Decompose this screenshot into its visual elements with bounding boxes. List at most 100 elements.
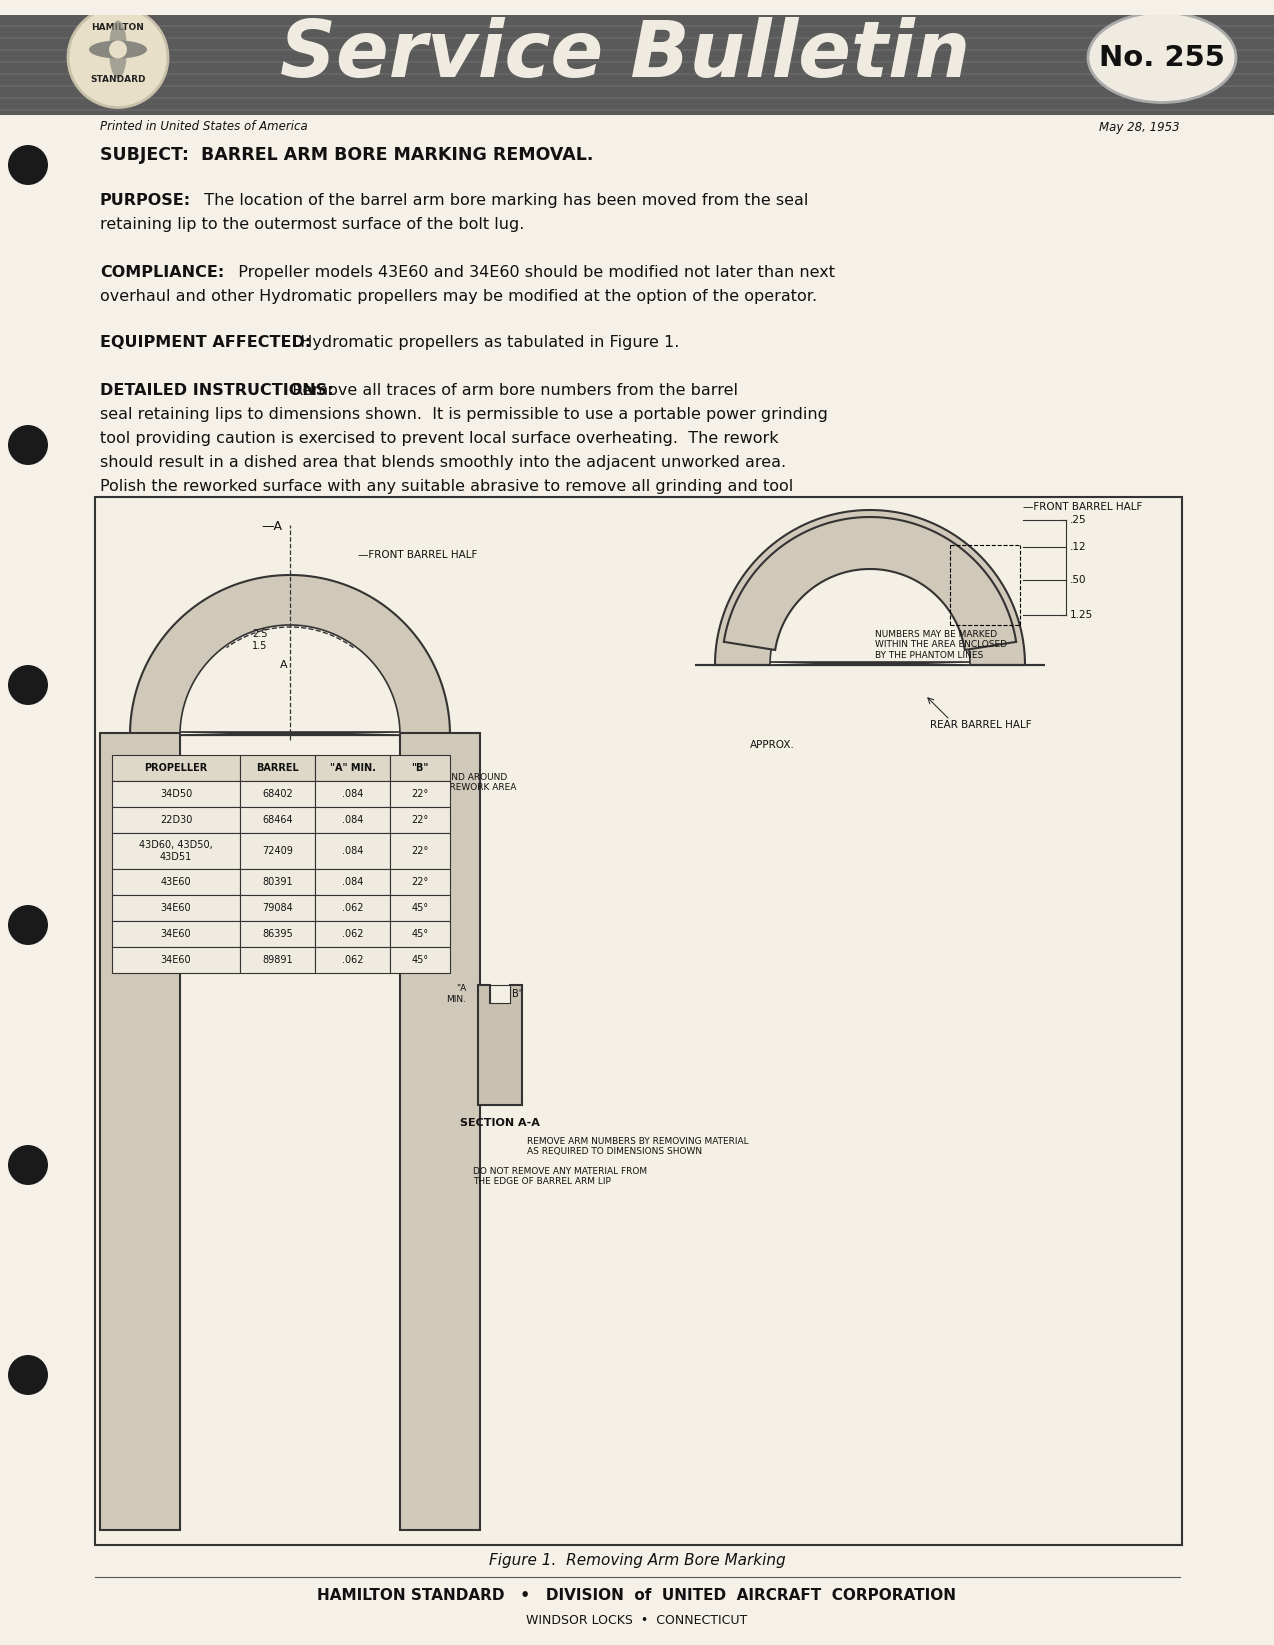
Text: Figure 1.  Removing Arm Bore Marking: Figure 1. Removing Arm Bore Marking: [489, 1553, 785, 1568]
Polygon shape: [240, 869, 315, 895]
Polygon shape: [478, 985, 522, 1105]
Polygon shape: [180, 625, 400, 735]
Polygon shape: [315, 869, 390, 895]
Circle shape: [110, 41, 127, 59]
Text: PURPOSE:: PURPOSE:: [99, 192, 191, 207]
Text: "A
MIN.: "A MIN.: [446, 984, 466, 1003]
Polygon shape: [112, 808, 240, 832]
Text: 2.5
1.5: 2.5 1.5: [252, 628, 268, 651]
Text: 22°: 22°: [412, 790, 428, 799]
Polygon shape: [390, 869, 450, 895]
Polygon shape: [390, 781, 450, 808]
Polygon shape: [99, 576, 480, 735]
Polygon shape: [0, 0, 1274, 115]
Text: REMOVE ARM NUMBERS BY REMOVING MATERIAL
AS REQUIRED TO DIMENSIONS SHOWN: REMOVE ARM NUMBERS BY REMOVING MATERIAL …: [527, 1137, 749, 1156]
Polygon shape: [240, 895, 315, 921]
Text: 1.25: 1.25: [1070, 610, 1093, 620]
Text: Propeller models 43E60 and 34E60 should be modified not later than next: Propeller models 43E60 and 34E60 should …: [228, 265, 834, 280]
Polygon shape: [99, 734, 180, 1530]
Circle shape: [8, 905, 48, 944]
Polygon shape: [390, 755, 450, 781]
Circle shape: [68, 8, 168, 107]
Text: 22°: 22°: [412, 877, 428, 887]
Ellipse shape: [89, 41, 147, 59]
Text: 22D30: 22D30: [159, 814, 192, 826]
Circle shape: [8, 424, 48, 466]
Polygon shape: [390, 895, 450, 921]
Text: —FRONT BARREL HALF: —FRONT BARREL HALF: [358, 549, 478, 559]
Text: Remove all traces of arm bore numbers from the barrel: Remove all traces of arm bore numbers fr…: [282, 383, 738, 398]
Text: EQUIPMENT AFFECTED:: EQUIPMENT AFFECTED:: [99, 336, 311, 350]
Text: NUMBERS MAY BE MARKED
WITHIN THE AREA ENCLOSED
BY THE PHANTOM LINES: NUMBERS MAY BE MARKED WITHIN THE AREA EN…: [875, 630, 1006, 660]
Text: SECTION A-A: SECTION A-A: [460, 1119, 540, 1128]
Text: The location of the barrel arm bore marking has been moved from the seal: The location of the barrel arm bore mark…: [194, 192, 809, 207]
Text: HAMILTON: HAMILTON: [92, 23, 144, 31]
Text: 72409: 72409: [262, 846, 293, 855]
Text: "A" MIN.: "A" MIN.: [330, 763, 376, 773]
Text: —FRONT BARREL HALF: —FRONT BARREL HALF: [1023, 502, 1143, 512]
Circle shape: [8, 145, 48, 184]
Text: A: A: [280, 660, 288, 670]
Text: .084: .084: [341, 846, 363, 855]
Polygon shape: [240, 832, 315, 869]
Text: 34D50: 34D50: [159, 790, 192, 799]
Text: 22°: 22°: [412, 814, 428, 826]
Text: WINDSOR LOCKS  •  CONNECTICUT: WINDSOR LOCKS • CONNECTICUT: [526, 1614, 748, 1627]
Text: .084: .084: [341, 877, 363, 887]
Polygon shape: [240, 921, 315, 948]
Text: 34E60: 34E60: [161, 956, 191, 966]
Polygon shape: [240, 808, 315, 832]
Text: .084: .084: [341, 814, 363, 826]
Text: .062: .062: [341, 929, 363, 939]
Polygon shape: [0, 0, 1274, 15]
Text: 45°: 45°: [412, 956, 428, 966]
Text: .062: .062: [341, 903, 363, 913]
Text: Hydromatic propellers as tabulated in Figure 1.: Hydromatic propellers as tabulated in Fi…: [290, 336, 679, 350]
Text: tool providing caution is exercised to prevent local surface overheating.  The r: tool providing caution is exercised to p…: [99, 431, 778, 446]
Polygon shape: [390, 921, 450, 948]
Polygon shape: [724, 517, 1017, 650]
Circle shape: [8, 1355, 48, 1395]
Text: retaining lip to the outermost surface of the bolt lug.: retaining lip to the outermost surface o…: [99, 217, 525, 232]
Text: BARREL: BARREL: [256, 763, 299, 773]
Polygon shape: [400, 734, 480, 1530]
Polygon shape: [315, 781, 390, 808]
Circle shape: [8, 665, 48, 706]
Text: should result in a dished area that blends smoothly into the adjacent unworked a: should result in a dished area that blen…: [99, 456, 786, 470]
Polygon shape: [769, 564, 970, 665]
Polygon shape: [240, 948, 315, 972]
Text: HAMILTON STANDARD   •   DIVISION  of  UNITED  AIRCRAFT  CORPORATION: HAMILTON STANDARD • DIVISION of UNITED A…: [317, 1587, 957, 1602]
Text: "B": "B": [412, 763, 428, 773]
Text: 22°: 22°: [412, 846, 428, 855]
Polygon shape: [315, 895, 390, 921]
Text: SMOOTH BLEND AROUND
PERIPHERY OF REWORK AREA: SMOOTH BLEND AROUND PERIPHERY OF REWORK …: [383, 773, 517, 793]
Polygon shape: [490, 985, 510, 1003]
Text: 79084: 79084: [262, 903, 293, 913]
Text: STANDARD: STANDARD: [90, 76, 145, 84]
Polygon shape: [112, 755, 240, 781]
Text: 34E60: 34E60: [161, 929, 191, 939]
Text: 45°: 45°: [412, 903, 428, 913]
Text: .062: .062: [341, 956, 363, 966]
Text: 34E60: 34E60: [161, 903, 191, 913]
Polygon shape: [112, 948, 240, 972]
Polygon shape: [112, 781, 240, 808]
Text: APPROX.: APPROX.: [750, 740, 795, 750]
Text: 80391: 80391: [262, 877, 293, 887]
Text: 86395: 86395: [262, 929, 293, 939]
Text: .12: .12: [1070, 541, 1087, 553]
Text: overhaul and other Hydromatic propellers may be modified at the option of the op: overhaul and other Hydromatic propellers…: [99, 290, 817, 304]
Polygon shape: [390, 832, 450, 869]
Polygon shape: [240, 781, 315, 808]
Polygon shape: [240, 755, 315, 781]
Polygon shape: [112, 869, 240, 895]
Text: No. 255: No. 255: [1099, 43, 1224, 71]
Polygon shape: [112, 921, 240, 948]
Text: .50: .50: [1070, 576, 1087, 586]
Polygon shape: [96, 497, 1182, 1545]
Text: DO NOT REMOVE ANY MATERIAL FROM
THE EDGE OF BARREL ARM LIP: DO NOT REMOVE ANY MATERIAL FROM THE EDGE…: [473, 1166, 647, 1186]
Polygon shape: [112, 832, 240, 869]
Text: May 28, 1953: May 28, 1953: [1099, 120, 1180, 133]
Polygon shape: [112, 895, 240, 921]
Ellipse shape: [1088, 13, 1236, 102]
